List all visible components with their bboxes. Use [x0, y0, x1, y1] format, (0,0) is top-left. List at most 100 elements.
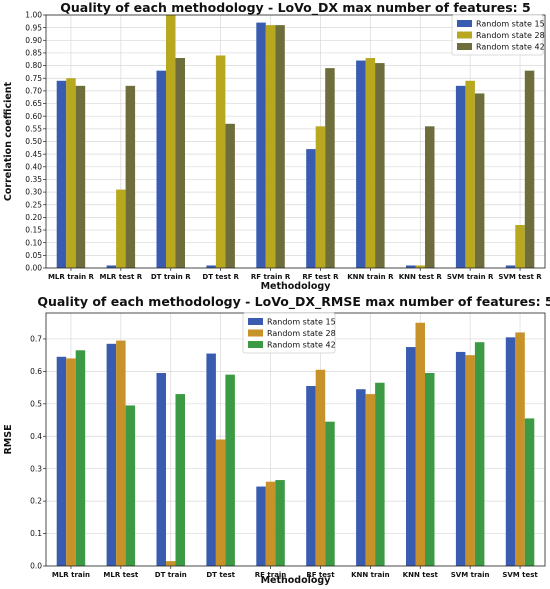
bar [474, 93, 485, 269]
legend-swatch [457, 20, 472, 27]
bar [215, 55, 226, 269]
legend-swatch [457, 31, 472, 39]
bar [325, 68, 335, 268]
x-tick-label: SVM train R [447, 273, 494, 281]
bar [465, 80, 475, 268]
y-tick-label: 0.60 [25, 112, 42, 121]
y-axis-label: Correlation coefficient [3, 81, 14, 201]
y-tick-label: 0.85 [25, 49, 42, 58]
bar [256, 486, 266, 566]
bar [306, 385, 316, 566]
y-tick-label: 0.70 [25, 87, 42, 96]
x-tick-label: KNN test R [399, 273, 443, 281]
x-tick-label: MLR train [52, 571, 90, 579]
legend-label: Random state 42 [476, 43, 545, 52]
y-tick-label: 0.05 [25, 251, 42, 260]
x-tick-label: SVM test [502, 571, 538, 579]
y-tick-label: 0.4 [30, 432, 42, 441]
y-tick-label: 0.95 [25, 23, 42, 32]
bar [505, 265, 516, 268]
bar [106, 343, 117, 566]
y-tick-label: 0.65 [25, 99, 42, 108]
bar [156, 373, 166, 566]
bar [325, 421, 335, 566]
bar [425, 126, 435, 268]
bar [406, 347, 416, 566]
bar [265, 481, 276, 566]
bar [56, 356, 67, 566]
y-tick-label: 0.30 [25, 188, 42, 197]
y-tick-label: 0.80 [25, 61, 42, 70]
y-tick-label: 0.75 [25, 74, 42, 83]
x-tick-label: KNN train R [347, 273, 394, 281]
bar [515, 332, 525, 566]
bar [315, 369, 326, 566]
y-tick-label: 0.0 [30, 562, 42, 571]
bar [365, 394, 376, 566]
bar [356, 60, 366, 268]
bar [365, 58, 376, 269]
bar [515, 224, 525, 268]
legend-swatch [248, 341, 263, 348]
bar [265, 25, 276, 269]
bar [75, 350, 86, 566]
y-tick-label: 0.20 [25, 213, 42, 222]
bar [125, 405, 136, 566]
bar [524, 418, 535, 566]
bar [56, 80, 67, 268]
x-axis-label: Methodology [261, 281, 332, 292]
bar [215, 439, 226, 566]
bar [125, 85, 136, 268]
legend-label: Random state 42 [267, 341, 336, 350]
y-tick-label: 0.10 [25, 238, 42, 247]
y-tick-label: 0.00 [25, 264, 42, 273]
bar [66, 78, 76, 268]
x-tick-label: KNN train [351, 571, 389, 579]
x-tick-label: SVM train [451, 571, 490, 579]
bar [116, 189, 126, 268]
x-tick-label: DT train R [151, 273, 191, 281]
bar [75, 85, 86, 268]
chart-2: 0.0 0.1 0.2 0.3 0.4 0.5 0.6 0.7 MLR train MLR tes… [3, 294, 550, 586]
bar [425, 373, 435, 566]
y-tick-label: 1.00 [25, 11, 42, 20]
x-axis-label: Methodology [261, 575, 332, 586]
bar [206, 265, 216, 268]
y-tick-label: 0.6 [30, 367, 42, 376]
bar [315, 126, 326, 268]
bar [375, 63, 385, 268]
x-tick-label: RF train R [251, 273, 291, 281]
bar [256, 22, 266, 269]
bar [225, 123, 235, 268]
y-tick-label: 0.90 [25, 36, 42, 45]
bar [275, 25, 285, 269]
x-tick-label: MLR test R [100, 273, 143, 281]
y-tick-label: 0.50 [25, 137, 42, 146]
legend-swatch [248, 318, 263, 325]
bar [455, 351, 466, 566]
x-tick-label: MLR test [103, 571, 139, 579]
bar [156, 70, 166, 268]
y-tick-label: 0.7 [30, 335, 42, 344]
bar [415, 265, 425, 268]
legend: Random state 15 Random state 28 Random sta… [242, 312, 336, 354]
legend-label: Random state 28 [267, 329, 336, 338]
x-tick-label: DT test [206, 571, 235, 579]
x-tick-label: RF test [306, 571, 335, 579]
bar [415, 322, 425, 566]
x-tick-label: SVM test R [498, 273, 542, 281]
bar [206, 353, 216, 566]
legend: Random state 15 Random state 28 Random sta… [451, 14, 545, 56]
x-tick-label: KNN test [403, 571, 439, 579]
x-tick-label: MLR train R [48, 273, 95, 281]
bar [356, 389, 366, 566]
y-tick-label: 0.5 [30, 399, 42, 408]
y-tick-label: 0.3 [30, 464, 42, 473]
bar [275, 480, 285, 566]
y-axis-label: RMSE [3, 424, 14, 454]
bar [406, 265, 416, 268]
bar [175, 394, 185, 566]
y-tick-label: 0.15 [25, 226, 42, 235]
bar [306, 149, 316, 268]
bar [474, 342, 485, 566]
